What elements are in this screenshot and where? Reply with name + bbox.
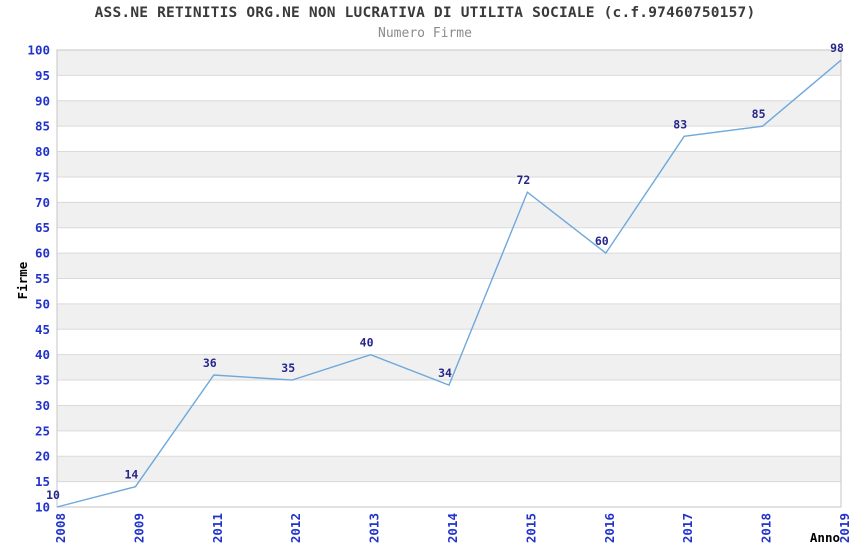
x-axis-title: Anno: [810, 530, 840, 545]
plot-band: [57, 126, 841, 152]
data-label: 98: [830, 41, 844, 55]
data-label: 35: [281, 361, 295, 375]
plot-border: [56, 49, 842, 508]
plot-band: [57, 481, 841, 507]
plot-band: [57, 151, 841, 177]
plot-band: [57, 227, 841, 254]
plot-band: [57, 278, 841, 304]
y-tick-label: 60: [35, 246, 50, 261]
data-label: 40: [360, 336, 374, 350]
plot-band: [57, 430, 841, 457]
y-tick-label: 55: [35, 271, 50, 286]
y-tick-label: 30: [35, 398, 50, 413]
y-tick-label: 85: [35, 119, 50, 134]
x-tick-label: 2017: [680, 513, 695, 543]
y-tick-label: 95: [35, 68, 50, 83]
x-tick-label: 2009: [131, 513, 146, 543]
y-tick-label: 20: [35, 449, 50, 464]
plot-band: [57, 50, 841, 76]
x-tick-label: 2011: [210, 513, 225, 543]
plot-band: [57, 176, 841, 203]
data-label: 72: [516, 173, 530, 187]
chart-subtitle: Numero Firme: [378, 26, 472, 41]
x-tick-label: 2018: [759, 513, 774, 543]
y-tick-label: 90: [35, 93, 50, 108]
y-tick-label: 25: [35, 423, 50, 438]
y-tick-label: 50: [35, 296, 50, 311]
plot-band: [57, 405, 841, 431]
y-tick-label: 70: [35, 195, 50, 210]
plot-band: [57, 303, 841, 330]
plot-band: [57, 456, 841, 482]
series-line: [56, 59, 842, 508]
plot-band: [57, 202, 841, 228]
y-tick-label: 10: [35, 500, 50, 515]
y-tick-label: 80: [35, 144, 50, 159]
y-tick-label: 65: [35, 220, 50, 235]
data-label: 10: [46, 488, 60, 502]
y-axis-title: Firme: [15, 261, 30, 299]
plot-band: [57, 253, 841, 279]
data-label: 14: [124, 468, 138, 482]
data-label: 83: [673, 117, 687, 131]
plot-band: [57, 100, 841, 127]
x-tick-label: 2016: [602, 513, 617, 543]
data-label: 85: [752, 107, 766, 121]
y-tick-label: 100: [27, 43, 50, 58]
x-tick-label: 2012: [288, 513, 303, 543]
x-tick-label: 2014: [445, 513, 460, 543]
y-tick-label: 75: [35, 169, 50, 184]
plot-band: [57, 75, 841, 101]
data-label: 60: [595, 234, 609, 248]
y-tick-label: 15: [35, 474, 50, 489]
x-tick-label: 2013: [367, 513, 382, 543]
y-tick-label: 40: [35, 347, 50, 362]
y-tick-label: 35: [35, 373, 50, 388]
y-tick-label: 45: [35, 322, 50, 337]
plot-band: [57, 354, 841, 381]
x-tick-label: 2015: [523, 513, 538, 543]
x-tick-label: 2008: [53, 513, 68, 543]
chart-title: ASS.NE RETINITIS ORG.NE NON LUCRATIVA DI…: [94, 5, 756, 21]
data-label: 34: [438, 366, 452, 380]
x-tick-label: 2019: [837, 513, 850, 543]
data-label: 36: [203, 356, 217, 370]
plot-band: [57, 329, 841, 355]
